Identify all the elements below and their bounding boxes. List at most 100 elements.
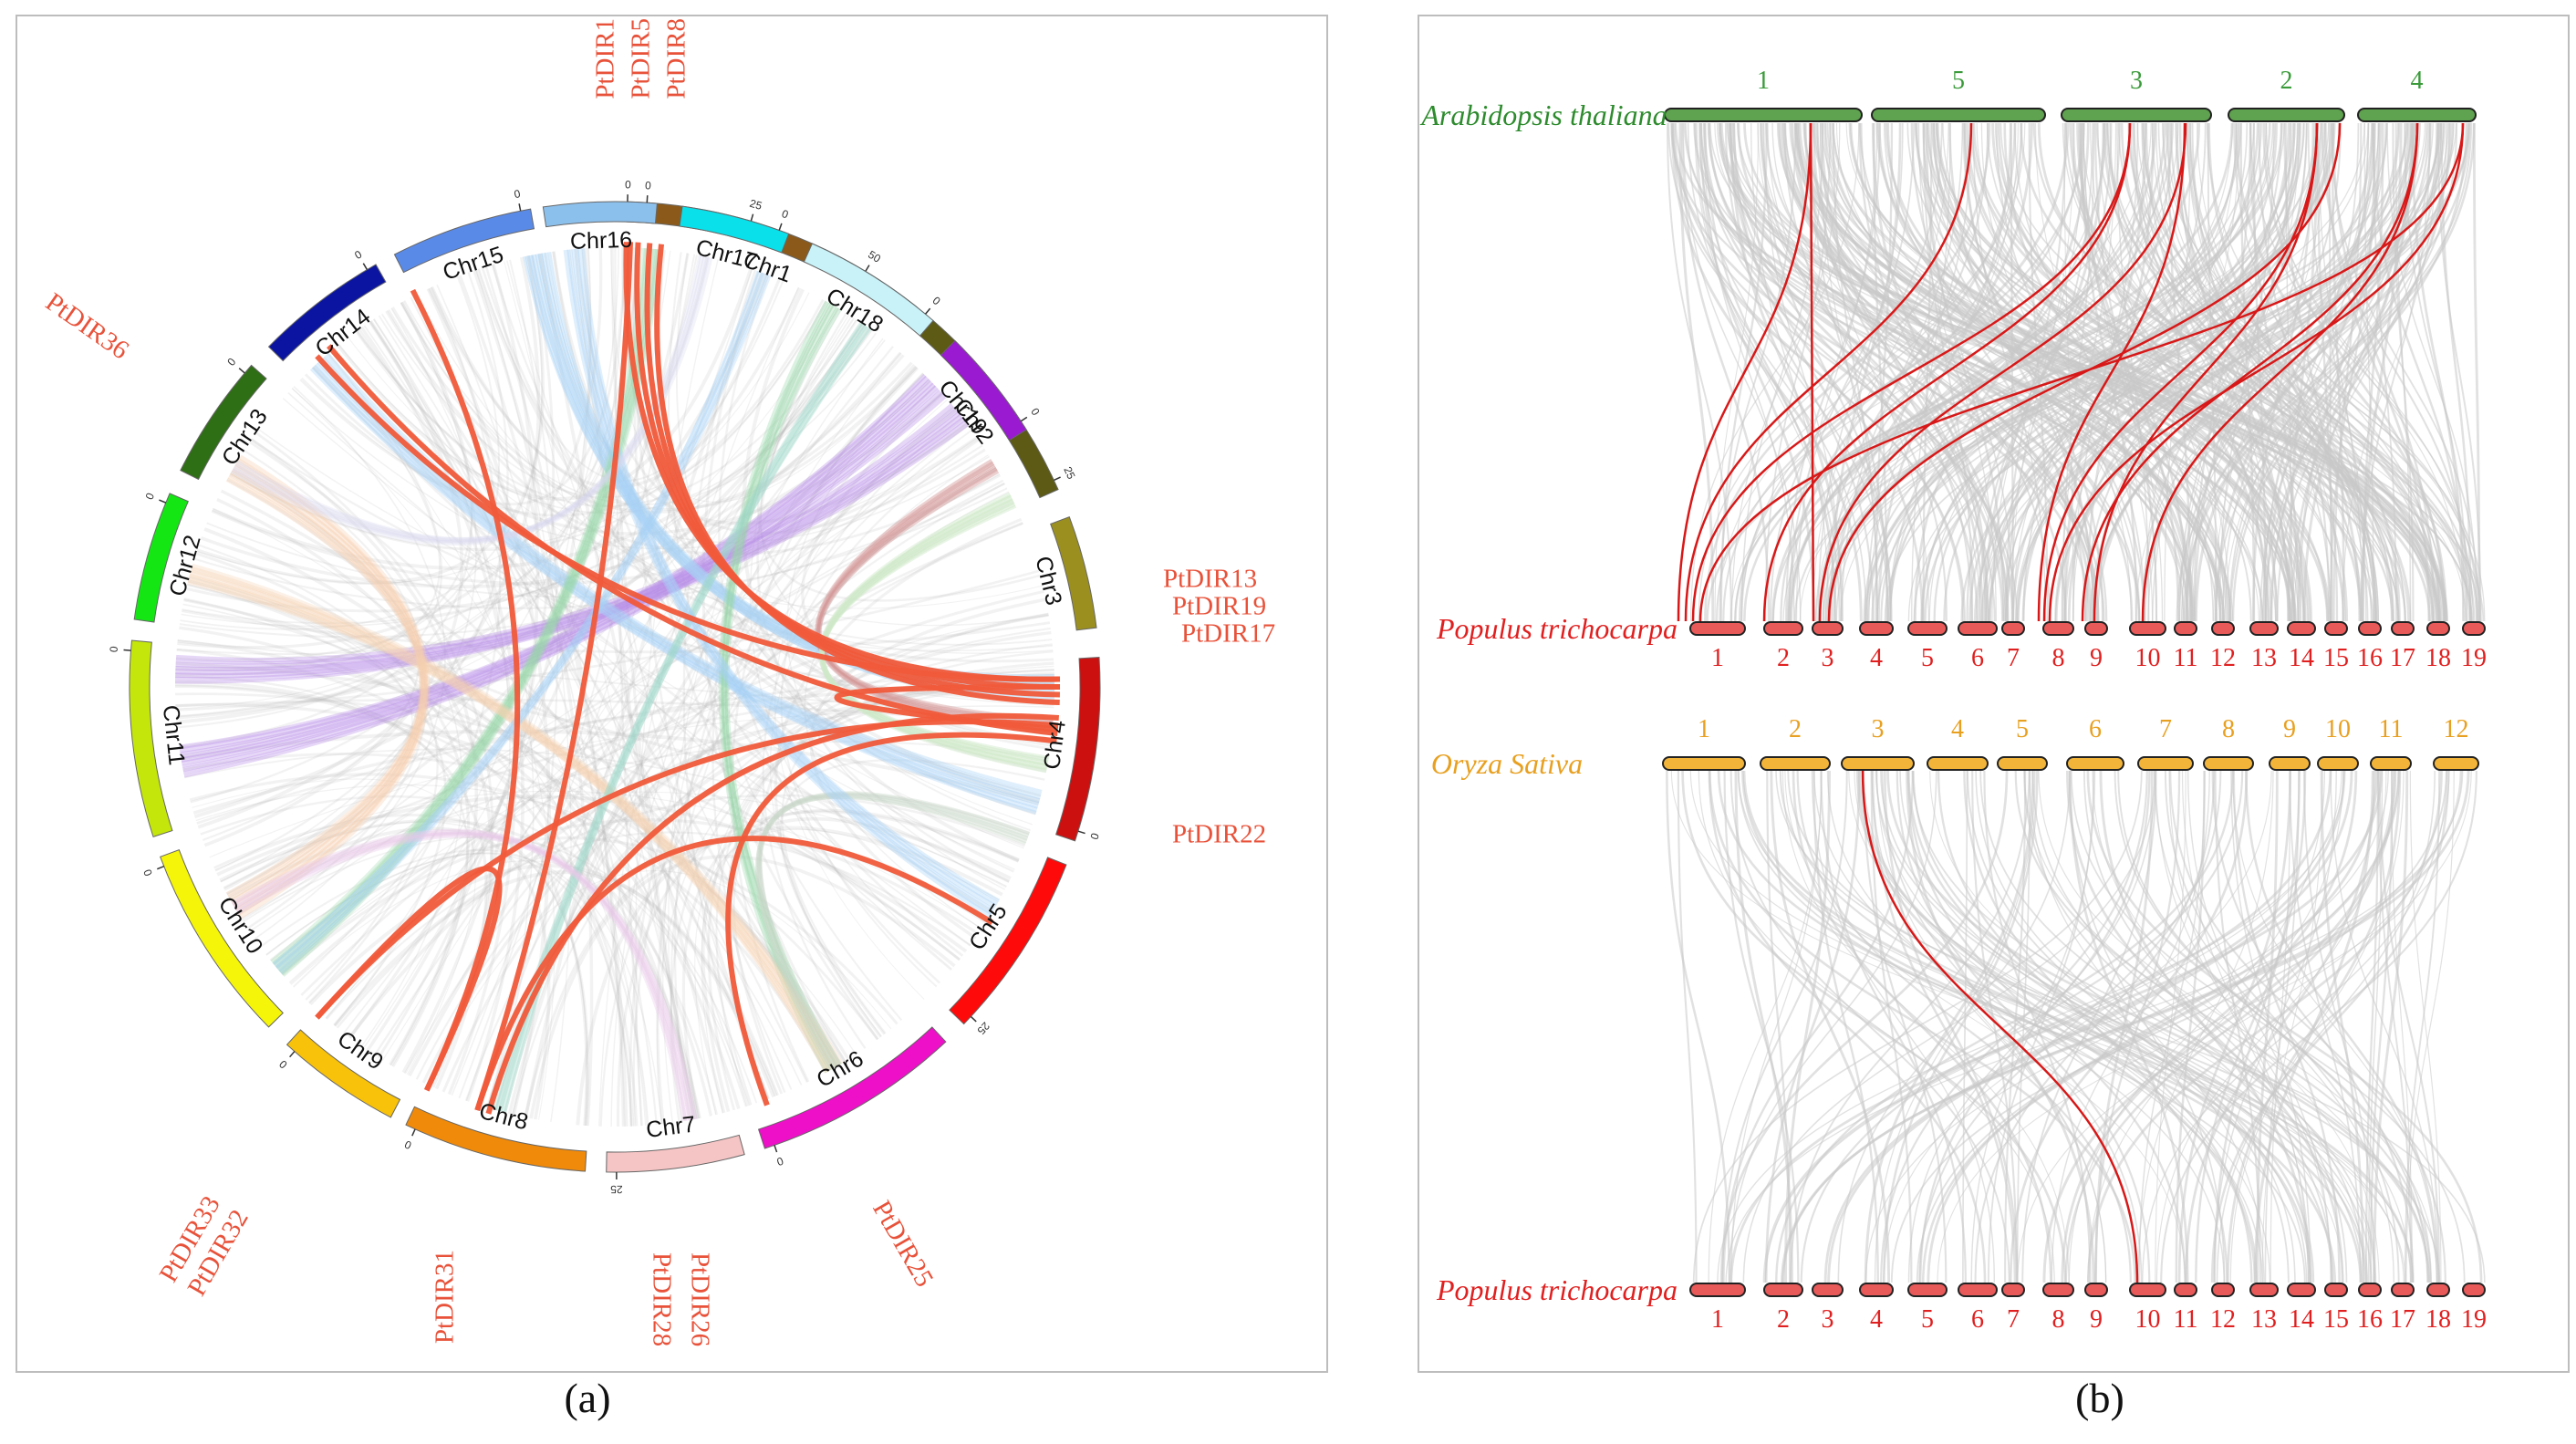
synteny-link: [1730, 122, 1841, 622]
populus_bottom-chr-number: 18: [2425, 1305, 2451, 1334]
synteny-ribbon: [512, 643, 1053, 1116]
gene-label-ptdir19: PtDIR19: [1172, 592, 1266, 621]
synteny-ribbon: [232, 829, 695, 1120]
gene-link: [315, 866, 503, 1092]
synteny-ribbon: [196, 255, 545, 585]
tick-mark: [646, 195, 649, 203]
orthologous-gene-link: [1762, 122, 2132, 622]
synteny-ribbon: [181, 382, 936, 763]
synteny-ribbon: [182, 603, 803, 1086]
populus_bottom-chr-bar: [1763, 1283, 1803, 1297]
oryza-chr-number: 7: [2159, 715, 2172, 743]
populus_top-species-label: Populus trichocarpa: [1436, 612, 1678, 645]
synteny-ribbon: [176, 648, 634, 1127]
synteny-link: [1830, 122, 1902, 622]
synteny-link: [2265, 122, 2474, 622]
tick-mark: [970, 1015, 977, 1023]
synteny-ribbon: [203, 527, 699, 1119]
synteny-ribbon: [230, 473, 463, 1047]
synteny-ribbon: [756, 793, 1029, 1069]
synteny-ribbon: [581, 248, 1001, 902]
populus_bottom-chr-number: 17: [2390, 1305, 2415, 1334]
synteny-link: [1678, 122, 1715, 622]
tick-mark: [778, 223, 783, 231]
arabidopsis-chr-number: 4: [2411, 67, 2424, 95]
synteny-ribbon: [275, 272, 764, 970]
synteny-ribbon: [363, 247, 626, 1049]
synteny-link: [2003, 122, 2291, 622]
synteny-ribbon: [232, 468, 425, 906]
chromosome-arc-chr7: [606, 1134, 745, 1173]
synteny-link: [2226, 770, 2402, 1283]
synteny-ribbon: [185, 354, 905, 613]
synteny-link: [2042, 770, 2396, 1283]
populus_top-chr-bar: [2462, 621, 2486, 636]
synteny-ribbon: [187, 584, 413, 901]
chromosome-arc-chr12: [133, 493, 189, 623]
synteny-ribbon: [198, 544, 439, 1001]
synteny-link: [2031, 770, 2365, 1283]
arabidopsis-chr-bar: [1664, 108, 1863, 122]
synteny-link: [1781, 770, 2070, 1283]
populus_top-chr-bar: [1689, 621, 1746, 636]
synteny-ribbon: [282, 398, 1015, 870]
tick-label: 0: [140, 867, 155, 878]
synteny-ribbon: [243, 836, 758, 1104]
synteny-ribbon: [529, 855, 956, 1119]
synteny-link: [2155, 122, 2290, 622]
synteny-ribbon: [281, 705, 1054, 974]
synteny-link: [2168, 770, 2311, 1283]
populus_top-chr-bar: [2426, 621, 2450, 636]
synteny-link: [1703, 122, 1795, 622]
populus_bottom-chr-bar: [2042, 1283, 2074, 1297]
populus_top-chr-bar: [1907, 621, 1948, 636]
synteny-ribbon: [214, 790, 982, 930]
synteny-ribbon: [635, 259, 719, 1127]
orthologous-gene-link: [1684, 122, 1973, 622]
synteny-ribbon: [175, 256, 709, 661]
synteny-ribbon: [701, 270, 847, 1063]
synteny-ribbon: [524, 272, 764, 1118]
tick-mark: [159, 499, 167, 504]
synteny-link: [1972, 122, 2047, 622]
synteny-link: [2169, 770, 2446, 1283]
synteny-ribbon: [175, 406, 956, 665]
gene-label-ptdir26: PtDIR26: [685, 1252, 714, 1346]
tick-label: 0: [780, 207, 790, 222]
synteny-ribbon: [366, 247, 592, 1052]
synteny-link: [2222, 122, 2370, 622]
synteny-ribbon: [182, 609, 1051, 654]
synteny-ribbon: [287, 391, 971, 946]
synteny-ribbon: [337, 268, 753, 501]
synteny-link: [2152, 122, 2308, 622]
synteny-link: [1831, 122, 2447, 622]
synteny-ribbon: [236, 255, 701, 541]
chromosome-label-chr7: Chr7: [645, 1111, 697, 1143]
synteny-ribbon: [632, 467, 998, 1127]
synteny-link: [2404, 770, 2441, 1283]
synteny-ribbon: [614, 246, 643, 1127]
synteny-ribbon: [180, 255, 544, 630]
populus_top-chr-number: 15: [2323, 644, 2349, 672]
gene-label-ptdir17: PtDIR17: [1181, 619, 1275, 649]
populus_bottom-chr-bar: [2462, 1283, 2486, 1297]
synteny-ribbon: [272, 270, 760, 965]
synteny-ribbon: [188, 575, 833, 1072]
populus_bottom-chr-number: 11: [2174, 1305, 2198, 1334]
synteny-ribbon: [292, 255, 698, 988]
synteny-ribbon: [721, 302, 832, 1072]
synteny-ribbon: [804, 491, 1010, 930]
synteny-link: [2213, 770, 2301, 1283]
populus_top-chr-bar: [1859, 621, 1894, 636]
synteny-ribbon: [670, 685, 1055, 1122]
synteny-link: [1704, 122, 1837, 622]
synteny-link: [1921, 770, 2401, 1283]
oryza-chr-number: 4: [1951, 715, 1964, 743]
synteny-ribbon: [662, 352, 901, 1123]
populus_top-chr-number: 8: [2052, 644, 2065, 672]
orthologous-gene-link: [2081, 122, 2419, 622]
synteny-link: [1764, 770, 1861, 1283]
synteny-ribbon: [189, 570, 837, 1069]
orthologous-gene-link: [1677, 122, 1813, 622]
